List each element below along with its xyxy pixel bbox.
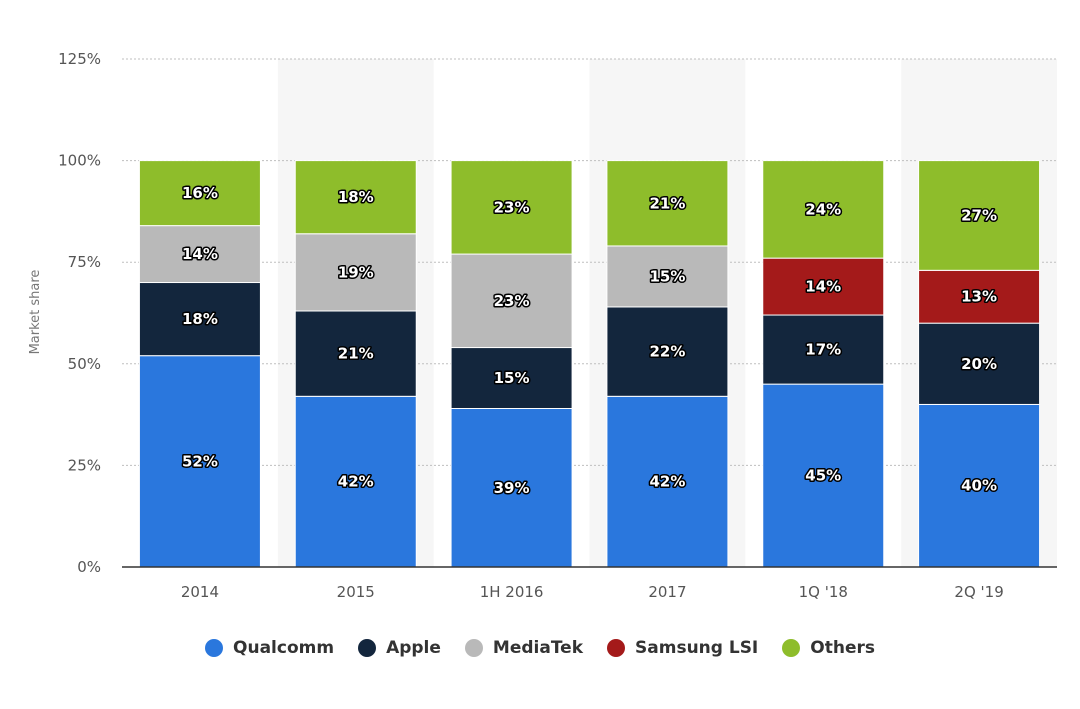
bar-segment xyxy=(762,383,885,568)
y-tick-label: 50% xyxy=(68,355,101,373)
legend-item[interactable]: Qualcomm xyxy=(205,638,334,658)
y-axis: 0% 25% 50% 75% 100% 125% xyxy=(58,50,101,576)
legend-label: Apple xyxy=(386,638,441,658)
data-label: 52% xyxy=(182,452,218,470)
bar-segment xyxy=(918,403,1041,568)
bar-segment xyxy=(450,160,573,255)
data-label: 13% xyxy=(961,288,997,306)
data-label: 21% xyxy=(649,194,685,212)
x-tick-label: 2Q '19 xyxy=(954,583,1003,601)
data-label: 18% xyxy=(338,188,374,206)
legend-swatch xyxy=(464,639,483,657)
x-tick-label: 2017 xyxy=(648,583,686,601)
data-label: 23% xyxy=(494,198,530,216)
bar-segment xyxy=(918,160,1041,271)
y-tick-label: 100% xyxy=(58,152,101,170)
y-tick-label: 75% xyxy=(68,253,101,271)
data-labels: 52% 18% 14% 16% 42% 21% 19% 18% 39% 15% 23% 23% 42% 2… xyxy=(180,183,998,499)
bar-segment xyxy=(606,306,729,397)
x-tick-label: 1Q '18 xyxy=(799,583,848,601)
data-label: 21% xyxy=(338,345,374,363)
bar-segment xyxy=(450,408,573,568)
data-label: 45% xyxy=(805,467,841,485)
data-label: 16% xyxy=(182,184,218,202)
legend-item[interactable]: MediaTek xyxy=(464,638,584,658)
legend-swatch xyxy=(205,639,224,657)
y-axis-label: Market share xyxy=(28,270,43,355)
legend: Qualcomm Apple MediaTek Samsung LSI Others xyxy=(0,638,1080,658)
x-tick-label: 2015 xyxy=(337,583,375,601)
bar-segment xyxy=(762,160,885,259)
y-tick-label: 0% xyxy=(77,558,101,576)
data-label: 39% xyxy=(494,479,530,497)
legend-label: MediaTek xyxy=(492,638,584,658)
bar-segment xyxy=(606,395,729,568)
x-tick-label: 1H 2016 xyxy=(480,583,544,601)
data-label: 18% xyxy=(182,310,218,328)
data-label: 23% xyxy=(494,292,530,310)
bar-segment xyxy=(294,160,417,235)
bar-segment xyxy=(918,322,1041,405)
bar-segment xyxy=(138,225,261,284)
legend-swatch xyxy=(358,639,377,657)
data-label: 15% xyxy=(649,267,685,285)
bar-segment xyxy=(138,355,261,568)
legend-item[interactable]: Samsung LSI xyxy=(607,638,758,658)
legend-label: Samsung LSI xyxy=(635,638,759,658)
bar-segment xyxy=(450,347,573,410)
bar-segment xyxy=(762,257,885,316)
data-label: 22% xyxy=(649,343,685,361)
legend-swatch xyxy=(782,639,801,657)
data-label: 14% xyxy=(182,245,218,263)
x-axis: 2014 2015 1H 2016 2017 1Q '18 2Q '19 xyxy=(181,583,1004,601)
y-tick-label: 125% xyxy=(58,50,101,68)
bar-segment xyxy=(138,160,261,227)
data-label: 20% xyxy=(961,355,997,373)
data-label: 19% xyxy=(338,263,374,281)
data-label: 17% xyxy=(805,341,841,359)
bar-segment xyxy=(138,282,261,357)
legend-item[interactable]: Apple xyxy=(358,638,441,658)
bar-segment xyxy=(762,314,885,385)
x-tick-label: 2014 xyxy=(181,583,219,601)
bar-segment xyxy=(294,310,417,397)
data-label: 40% xyxy=(961,477,997,495)
data-label: 42% xyxy=(649,473,685,491)
data-label: 42% xyxy=(338,473,374,491)
legend-swatch xyxy=(607,639,626,657)
data-label: 27% xyxy=(961,206,997,224)
data-label: 24% xyxy=(805,200,841,218)
bar-segment xyxy=(918,269,1041,324)
data-label: 15% xyxy=(494,369,530,387)
legend-label: Qualcomm xyxy=(233,638,335,658)
bar-segment xyxy=(606,245,729,308)
legend-label: Others xyxy=(810,638,875,658)
bar-segment xyxy=(606,160,729,247)
bar-segments xyxy=(138,160,1041,568)
y-tick-label: 25% xyxy=(68,456,101,474)
data-label: 14% xyxy=(805,278,841,296)
chart: 0% 25% 50% 75% 100% 125% Market share 52% 18% 1… xyxy=(28,50,1057,601)
legend-item[interactable]: Others xyxy=(782,638,875,658)
